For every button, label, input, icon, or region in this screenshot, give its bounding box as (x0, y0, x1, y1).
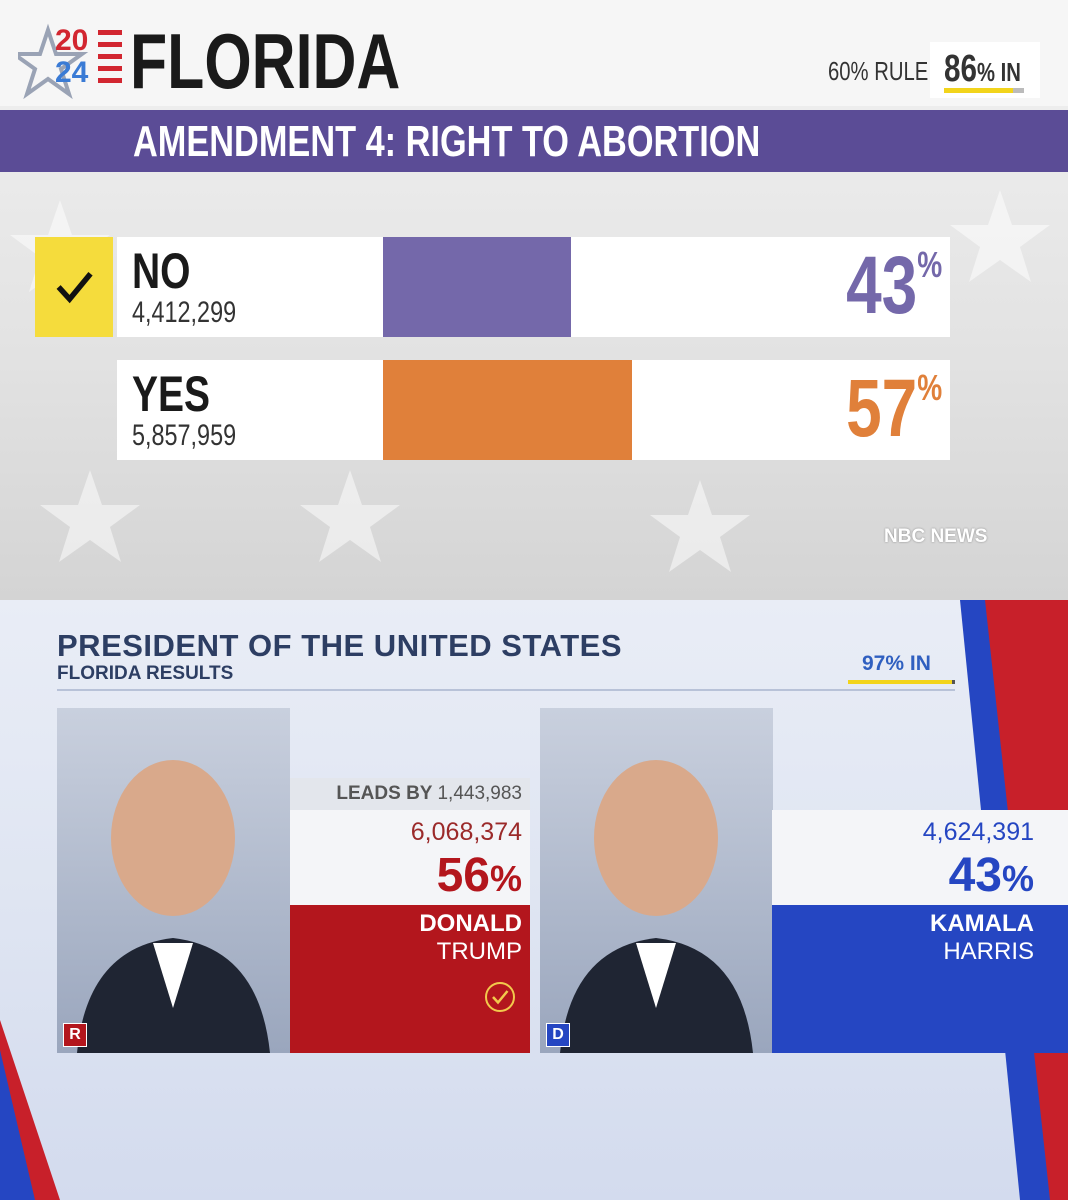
option-name: YES (132, 366, 211, 422)
president-reporting-bar (848, 680, 952, 684)
candidate-first: DONALD (419, 910, 522, 937)
winner-check (485, 982, 515, 1012)
candidate-pct-value: 43 (948, 849, 1002, 902)
logo-year-bottom: 24 (55, 56, 89, 89)
reporting-track (944, 88, 1024, 93)
lead-box: LEADS BY 1,443,983 (290, 778, 530, 810)
option-pct-wrap: 43% (760, 245, 942, 327)
candidate-last: TRUMP (436, 938, 522, 965)
candidate-white (772, 810, 1068, 905)
candidate-first: KAMALA (930, 910, 1034, 937)
candidate-pct-unit: % (1001, 858, 1034, 899)
reporting-unit: % IN (976, 57, 1021, 87)
candidate-pct-wrap: 56% (290, 848, 522, 907)
option-votes: 4,412,299 (132, 296, 237, 329)
candidate-votes: 4,624,391 (922, 818, 1034, 846)
reporting-box: 86% IN (930, 42, 1040, 98)
reporting-bar (944, 88, 1013, 93)
option-votes: 5,857,959 (132, 419, 237, 452)
option-bar (383, 360, 633, 460)
option-votes-wrap: 5,857,959 (132, 420, 265, 452)
candidate-votes: 6,068,374 (410, 818, 522, 846)
option-pct: 57% (846, 368, 942, 450)
candidate-pct-value: 56 (436, 849, 490, 902)
lead-label: LEADS BY (336, 783, 433, 804)
reporting-value: 86 (944, 48, 977, 90)
president-reporting-value: 97 (862, 652, 886, 675)
candidate-white (290, 810, 530, 905)
state-name: FLORIDA (130, 22, 477, 100)
amendment-title: AMENDMENT 4: RIGHT TO ABORTION (133, 118, 937, 166)
candidate-last: HARRIS (943, 938, 1034, 965)
lead-text: LEADS BY 1,443,983 (336, 783, 530, 804)
option-pct-value: 57 (845, 363, 918, 454)
candidate-photo (540, 708, 773, 1053)
president-reporting-track (848, 680, 955, 684)
candidate-pct-wrap: 43% (772, 848, 1034, 907)
candidate-photo (57, 708, 290, 1053)
option-name-wrap: NO (132, 245, 207, 297)
option-name-wrap: YES (132, 368, 232, 420)
option-name: NO (132, 243, 191, 299)
president-reporting: 97% IN (862, 652, 931, 676)
star-background (0, 110, 1068, 172)
candidate-pct-unit: % (489, 858, 522, 899)
president-panel: PRESIDENT OF THE UNITED STATES FLORIDA R… (0, 600, 1068, 1200)
reporting-text: 86% IN (944, 48, 1043, 91)
option-pct: 43% (846, 245, 942, 327)
winner-check (35, 237, 113, 337)
logo-year-top: 20 (55, 24, 89, 57)
party-badge: R (63, 1023, 87, 1047)
option-pct-unit: % (917, 244, 942, 285)
rule-text: 60% RULE (828, 56, 929, 86)
president-title: PRESIDENT OF THE UNITED STATES (57, 628, 622, 663)
source: NBC NEWS (884, 526, 988, 547)
option-bar (383, 237, 571, 337)
lead-value: 1,443,983 (437, 783, 522, 804)
candidate-bar (290, 905, 530, 1053)
logo-star (18, 23, 122, 100)
party-badge: D (546, 1023, 570, 1047)
state-text: FLORIDA (130, 17, 401, 105)
amendment-panel: 20 24 FLORIDA 60% RULE 86% IN AMENDMENT … (0, 0, 1068, 600)
amendment-title-text: AMENDMENT 4: RIGHT TO ABORTION (133, 117, 761, 166)
option-votes-wrap: 4,412,299 (132, 297, 265, 329)
rule-label: 60% RULE (828, 56, 957, 86)
option-pct-value: 43 (845, 240, 918, 331)
option-pct-wrap: 57% (760, 368, 942, 450)
president-subtitle: FLORIDA RESULTS (57, 663, 234, 684)
option-pct-unit: % (917, 367, 942, 408)
president-reporting-unit: % IN (885, 652, 931, 675)
candidate-bar (772, 905, 1068, 1053)
